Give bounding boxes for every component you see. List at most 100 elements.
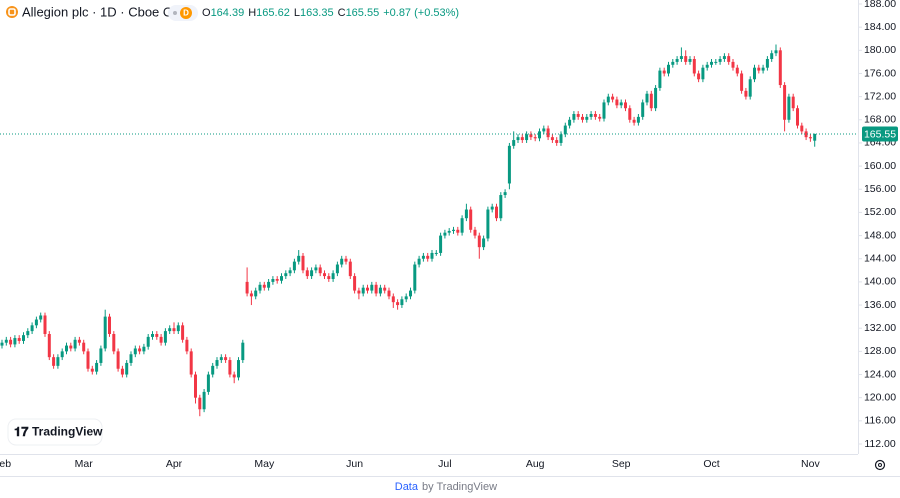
candle-body: [396, 302, 400, 306]
candle-body: [90, 368, 94, 372]
candle-body: [52, 357, 56, 366]
candle-body: [370, 284, 374, 291]
candle-body: [413, 264, 417, 291]
candle-body: [254, 290, 258, 297]
candle-body: [206, 374, 210, 392]
candle-body: [146, 336, 150, 347]
x-tick-label: Jun: [346, 458, 363, 470]
candle-body: [391, 296, 395, 303]
candle-body: [189, 351, 193, 375]
candle-body: [722, 56, 726, 59]
candle-body: [151, 334, 154, 337]
candle-body: [340, 258, 344, 265]
candle-body: [43, 315, 47, 334]
symbol-logo-mark: [8, 8, 16, 16]
candle-body: [675, 59, 679, 62]
candle-body: [477, 235, 481, 248]
candle-body: [800, 125, 804, 132]
candle-body: [245, 281, 249, 294]
candle-body: [348, 261, 352, 277]
candle-body: [125, 362, 129, 375]
candle-body: [305, 270, 309, 277]
candle-body: [301, 255, 305, 271]
candle-body: [443, 232, 447, 236]
candle-body: [714, 61, 718, 63]
candle-body: [241, 342, 245, 361]
y-tick-label: 188.00: [864, 0, 896, 10]
candle-body: [275, 279, 279, 281]
candle-body: [490, 206, 494, 210]
candle-body: [735, 67, 739, 74]
x-tick-label: Feb: [0, 458, 11, 470]
candle-body: [47, 334, 51, 358]
ohlc-value: 165.62: [256, 7, 290, 19]
candle-body: [202, 391, 206, 410]
candle-body: [400, 299, 404, 306]
ohlc-value: 163.35: [300, 7, 334, 19]
candle-body: [572, 114, 576, 120]
candle-body: [542, 128, 546, 132]
candle-body: [658, 70, 662, 88]
candle-body: [649, 93, 653, 109]
candle-body: [73, 339, 77, 349]
candle-body: [344, 258, 348, 262]
candle-body: [507, 145, 511, 184]
candle-body: [224, 357, 228, 361]
footer-link[interactable]: Data: [395, 481, 419, 493]
candle-body: [112, 334, 116, 352]
candle-body: [237, 360, 240, 378]
y-tick-label: 184.00: [864, 21, 896, 33]
x-tick-label: Jul: [438, 458, 451, 470]
candle-body: [486, 209, 490, 239]
candle-body: [783, 85, 787, 120]
settings-button[interactable]: [874, 459, 886, 471]
candle-body: [765, 59, 769, 68]
candle-body: [520, 137, 524, 141]
candle-body: [602, 102, 606, 119]
candle-body: [284, 273, 288, 277]
y-tick-label: 148.00: [864, 229, 896, 241]
candle-body: [512, 140, 516, 146]
candle-body: [550, 137, 554, 141]
candle-body: [56, 357, 60, 366]
candle-body: [787, 96, 791, 120]
watermark-box: [7, 418, 103, 446]
candle-body: [357, 290, 361, 294]
change-label: +0.87 (+0.53%): [383, 7, 459, 19]
y-tick-label: 180.00: [864, 44, 896, 56]
candle-body: [417, 258, 421, 265]
candle-body: [731, 61, 735, 68]
chart-title[interactable]: Allegion plc · 1D · Cboe One: [22, 4, 187, 19]
candle-body: [430, 252, 434, 259]
candle-body: [456, 229, 460, 233]
candle-body: [194, 374, 197, 398]
candle-body: [636, 116, 640, 123]
candle-body: [288, 270, 292, 274]
candle-body: [434, 252, 438, 254]
candle-body: [533, 137, 537, 139]
candle-body: [17, 338, 21, 341]
x-tick-label: Mar: [75, 458, 94, 470]
ohlc-value: 164.39: [211, 7, 245, 19]
interval-badge-circle: [180, 7, 192, 19]
watermark-logo: 𝟏𝟕: [14, 424, 29, 439]
candle-body: [318, 267, 322, 274]
ohlc-value: 165.55: [346, 7, 380, 19]
candle-body: [387, 290, 391, 297]
candle-body: [796, 108, 799, 126]
candle-body: [624, 102, 627, 109]
candle-body: [757, 67, 761, 71]
candle-body: [559, 134, 563, 143]
candle-body: [159, 336, 163, 343]
x-tick-label: Aug: [526, 458, 545, 470]
candle-body: [701, 67, 705, 80]
candle-body: [439, 235, 443, 253]
x-tick-label: Oct: [703, 458, 719, 470]
y-tick-label: 112.00: [864, 438, 895, 450]
y-tick-label: 120.00: [864, 391, 896, 403]
candle-body: [761, 67, 765, 71]
candle-body: [404, 296, 408, 300]
footer-text: by TradingView: [422, 481, 497, 493]
candle-body: [378, 287, 382, 294]
